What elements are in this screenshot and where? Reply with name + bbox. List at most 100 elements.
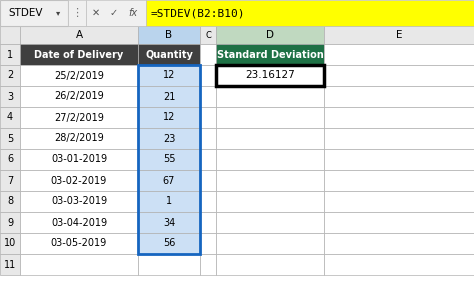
Bar [138, 212, 200, 233]
Bar [200, 149, 216, 170]
Bar [86, 0, 146, 26]
Bar [0, 170, 20, 191]
Bar [20, 107, 138, 128]
Text: ⋮: ⋮ [72, 8, 82, 18]
Bar [200, 233, 216, 254]
Bar [200, 26, 216, 44]
Bar [324, 128, 474, 149]
Bar [216, 191, 324, 212]
Bar [20, 65, 138, 86]
Text: 25/2/2019: 25/2/2019 [54, 70, 104, 80]
Bar [138, 128, 200, 149]
Bar [20, 233, 138, 254]
Bar [138, 149, 200, 170]
Text: ✕: ✕ [92, 8, 100, 18]
Bar [138, 170, 200, 191]
Bar [200, 212, 216, 233]
Bar [324, 149, 474, 170]
Text: 9: 9 [7, 217, 13, 227]
Text: 03-01-2019: 03-01-2019 [51, 154, 107, 164]
Bar [138, 44, 200, 65]
Text: D: D [266, 30, 274, 40]
Text: 1: 1 [7, 50, 13, 60]
Text: 03-05-2019: 03-05-2019 [51, 239, 107, 249]
Bar [0, 191, 20, 212]
Text: 11: 11 [4, 260, 16, 270]
Bar [324, 26, 474, 44]
Bar [138, 254, 200, 275]
Bar [200, 128, 216, 149]
Text: 5: 5 [7, 133, 13, 144]
Text: E: E [396, 30, 402, 40]
Bar [216, 170, 324, 191]
Text: 2: 2 [7, 70, 13, 80]
Text: Date of Delivery: Date of Delivery [35, 50, 124, 60]
Bar [0, 149, 20, 170]
Bar [324, 170, 474, 191]
Bar [216, 107, 324, 128]
Bar [138, 107, 200, 128]
Text: 23.16127: 23.16127 [245, 70, 295, 80]
Text: 03-03-2019: 03-03-2019 [51, 196, 107, 207]
Bar [0, 86, 20, 107]
Bar [68, 0, 86, 26]
Text: 55: 55 [163, 154, 175, 164]
Bar [0, 233, 20, 254]
Text: Standard Deviation: Standard Deviation [217, 50, 323, 60]
Text: 21: 21 [163, 91, 175, 101]
Bar [0, 44, 20, 65]
Text: =STDEV(B2:B10): =STDEV(B2:B10) [151, 8, 246, 18]
Bar [216, 254, 324, 275]
Bar [324, 254, 474, 275]
Bar [216, 128, 324, 149]
Bar [20, 254, 138, 275]
Text: 7: 7 [7, 176, 13, 186]
Bar [138, 86, 200, 107]
Bar [324, 191, 474, 212]
Bar [324, 233, 474, 254]
Bar [138, 233, 200, 254]
Text: 03-04-2019: 03-04-2019 [51, 217, 107, 227]
Bar [20, 149, 138, 170]
Bar [216, 44, 324, 65]
Bar [0, 0, 68, 26]
Bar [324, 212, 474, 233]
Bar [200, 254, 216, 275]
Text: 12: 12 [163, 70, 175, 80]
Bar [216, 65, 324, 86]
Text: 03-02-2019: 03-02-2019 [51, 176, 107, 186]
Text: 34: 34 [163, 217, 175, 227]
Bar [0, 65, 20, 86]
Bar [138, 26, 200, 44]
Bar [324, 65, 474, 86]
Bar [0, 107, 20, 128]
Text: 56: 56 [163, 239, 175, 249]
Text: C: C [205, 30, 211, 40]
Bar [200, 65, 216, 86]
Bar [20, 128, 138, 149]
Text: 4: 4 [7, 113, 13, 123]
Text: Quantity: Quantity [145, 50, 193, 60]
Bar [0, 128, 20, 149]
Bar [138, 65, 200, 254]
Bar [216, 233, 324, 254]
Text: ✓: ✓ [110, 8, 118, 18]
Bar [138, 65, 200, 86]
Text: 67: 67 [163, 176, 175, 186]
Text: 8: 8 [7, 196, 13, 207]
Bar [324, 86, 474, 107]
Bar [216, 86, 324, 107]
Text: STDEV: STDEV [8, 8, 43, 18]
Text: 6: 6 [7, 154, 13, 164]
Text: fx: fx [128, 8, 137, 18]
Text: 3: 3 [7, 91, 13, 101]
Bar [20, 191, 138, 212]
Bar [200, 191, 216, 212]
Text: 28/2/2019: 28/2/2019 [54, 133, 104, 144]
Bar [200, 170, 216, 191]
Bar [0, 254, 20, 275]
Bar [200, 44, 216, 65]
Text: 26/2/2019: 26/2/2019 [54, 91, 104, 101]
Bar [20, 86, 138, 107]
Bar [216, 65, 324, 86]
